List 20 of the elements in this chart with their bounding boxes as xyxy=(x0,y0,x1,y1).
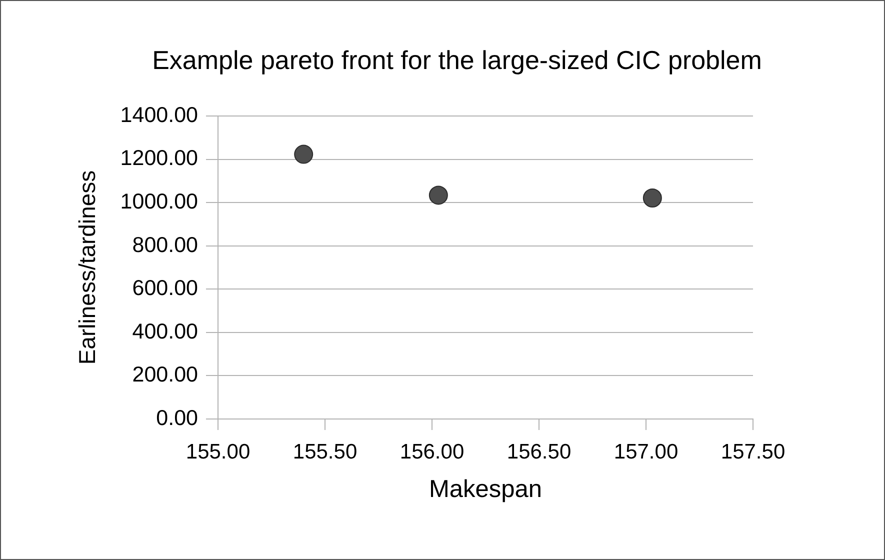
y-tick-label: 400.00 xyxy=(132,319,198,344)
x-tick-label: 157.00 xyxy=(614,440,678,464)
x-tick-label: 156.00 xyxy=(400,440,464,464)
point xyxy=(642,188,662,208)
x-tick-label: 157.50 xyxy=(720,440,786,464)
point xyxy=(294,144,314,164)
x-tick-label: 155.50 xyxy=(292,440,358,464)
y-tick-label: 1200.00 xyxy=(120,146,198,170)
y-tick-label: 600.00 xyxy=(132,276,198,300)
chart-title: Example pareto front for the large-sized CIC problem xyxy=(152,45,762,76)
y-tick-label: 200.00 xyxy=(132,362,198,387)
x-tick-label: 155.00 xyxy=(186,440,250,464)
point xyxy=(428,186,448,205)
y-tick-label: 1000.00 xyxy=(120,189,198,214)
x-axis-title: Makespan xyxy=(428,476,542,504)
y-tick-label: 1400.00 xyxy=(120,102,198,127)
y-axis-title: Earliness/tardiness xyxy=(74,170,100,365)
y-tick-label: 800.00 xyxy=(132,232,198,257)
x-tick-label: 156.50 xyxy=(506,440,572,464)
y-tick-label: 0.00 xyxy=(156,406,198,430)
